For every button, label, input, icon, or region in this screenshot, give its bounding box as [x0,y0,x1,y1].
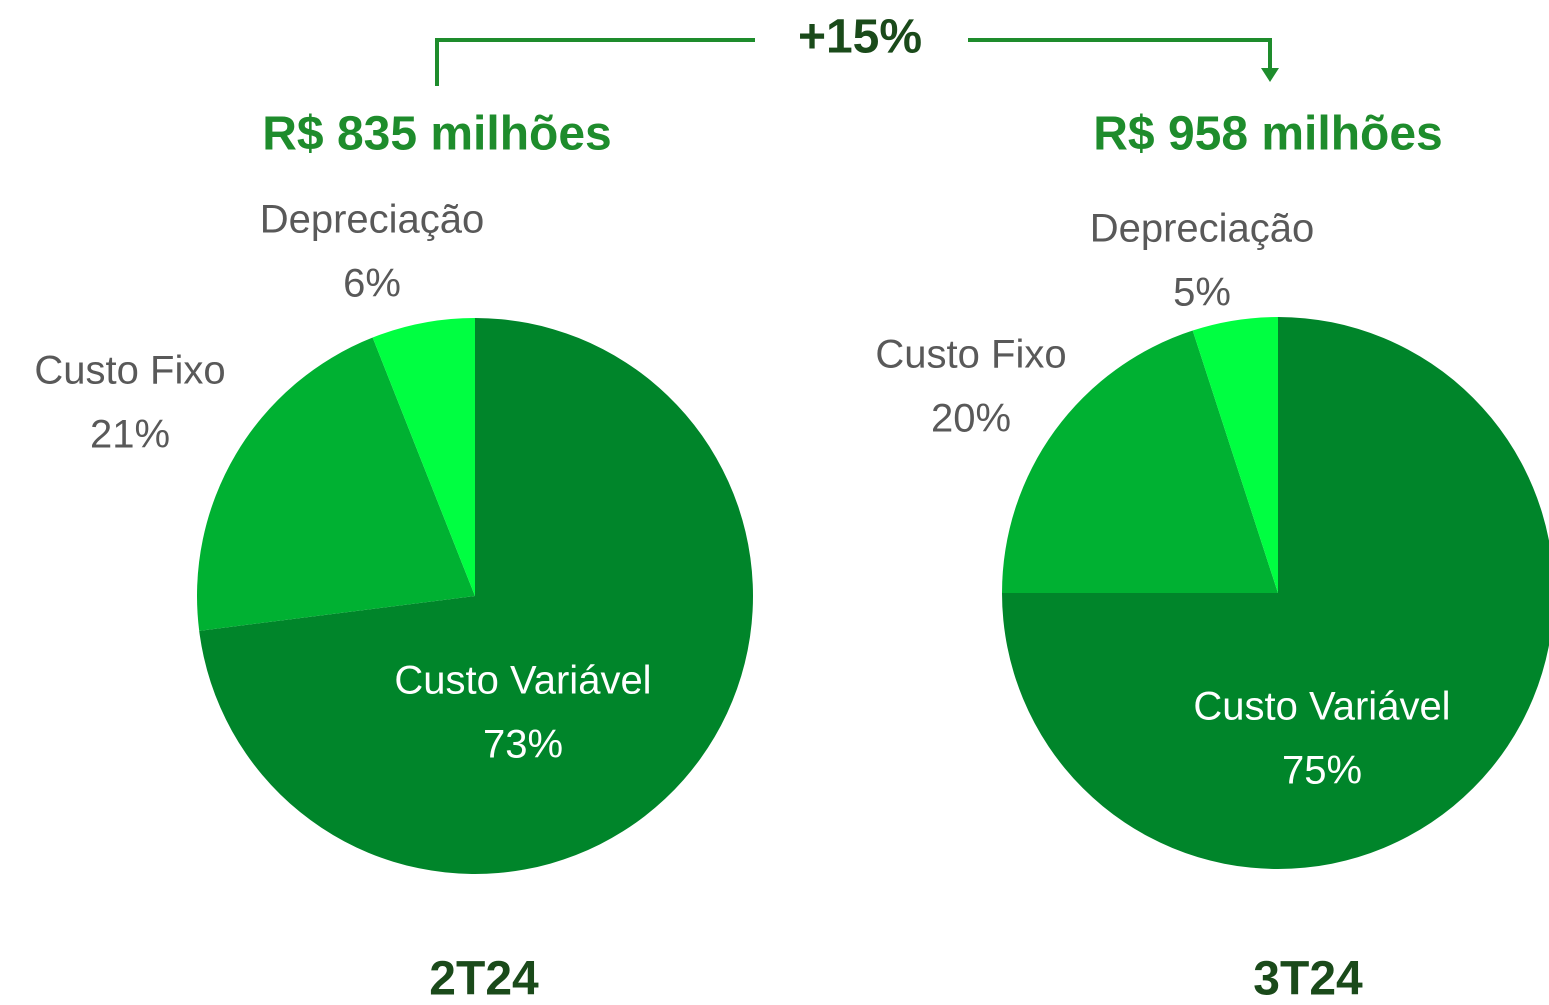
bracket-left [435,38,755,86]
pie-slice [197,337,475,631]
pie-slice [372,318,475,596]
pie-label: 2T24 [429,953,539,1005]
pie-slice [199,318,754,874]
pie-slice [1002,317,1549,869]
pie-title: R$ 835 milhões [262,108,612,161]
slice-value-label: 73% [483,723,563,767]
slice-category: Custo Variável [394,659,651,703]
comparison-bracket [435,38,1272,86]
bracket-right [968,38,1272,72]
comparison-label: +15% [798,11,922,64]
slice-value-label: 5% [1173,271,1231,315]
slice-value-label: 21% [90,413,170,457]
arrow-head [1261,68,1279,82]
pie-slice [1192,317,1278,593]
slice-category: Custo Variável [1193,685,1450,729]
pie-slice [1002,330,1278,593]
slice-value-label: 75% [1282,749,1362,793]
slice-category: Depreciação [1090,207,1315,251]
slice-category: Custo Fixo [34,349,225,393]
pie-title: R$ 958 milhões [1093,108,1443,161]
slice-category: Custo Fixo [875,333,1066,377]
slice-value-label: 6% [343,262,401,306]
slice-value-label: 20% [931,397,1011,441]
slice-category: Depreciação [260,198,485,242]
pie-label: 3T24 [1253,953,1363,1005]
